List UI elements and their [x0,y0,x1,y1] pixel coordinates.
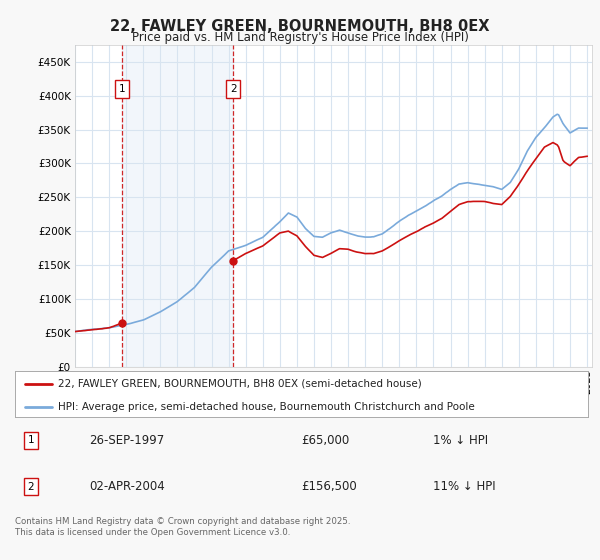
Text: Contains HM Land Registry data © Crown copyright and database right 2025.
This d: Contains HM Land Registry data © Crown c… [15,517,350,537]
Text: HPI: Average price, semi-detached house, Bournemouth Christchurch and Poole: HPI: Average price, semi-detached house,… [58,402,475,412]
Bar [122,45,233,367]
Text: 22, FAWLEY GREEN, BOURNEMOUTH, BH8 0EX: 22, FAWLEY GREEN, BOURNEMOUTH, BH8 0EX [110,19,490,34]
Text: 02-APR-2004: 02-APR-2004 [89,480,165,493]
Text: 2: 2 [230,84,236,94]
Text: 11% ↓ HPI: 11% ↓ HPI [433,480,496,493]
Text: 26-SEP-1997: 26-SEP-1997 [89,434,165,447]
Text: 2: 2 [28,482,34,492]
Text: £65,000: £65,000 [302,434,350,447]
Text: 1: 1 [118,84,125,94]
Text: Price paid vs. HM Land Registry's House Price Index (HPI): Price paid vs. HM Land Registry's House … [131,31,469,44]
Text: 1% ↓ HPI: 1% ↓ HPI [433,434,488,447]
Text: £156,500: £156,500 [302,480,357,493]
Text: 22, FAWLEY GREEN, BOURNEMOUTH, BH8 0EX (semi-detached house): 22, FAWLEY GREEN, BOURNEMOUTH, BH8 0EX (… [58,379,422,389]
Text: 1: 1 [28,435,34,445]
